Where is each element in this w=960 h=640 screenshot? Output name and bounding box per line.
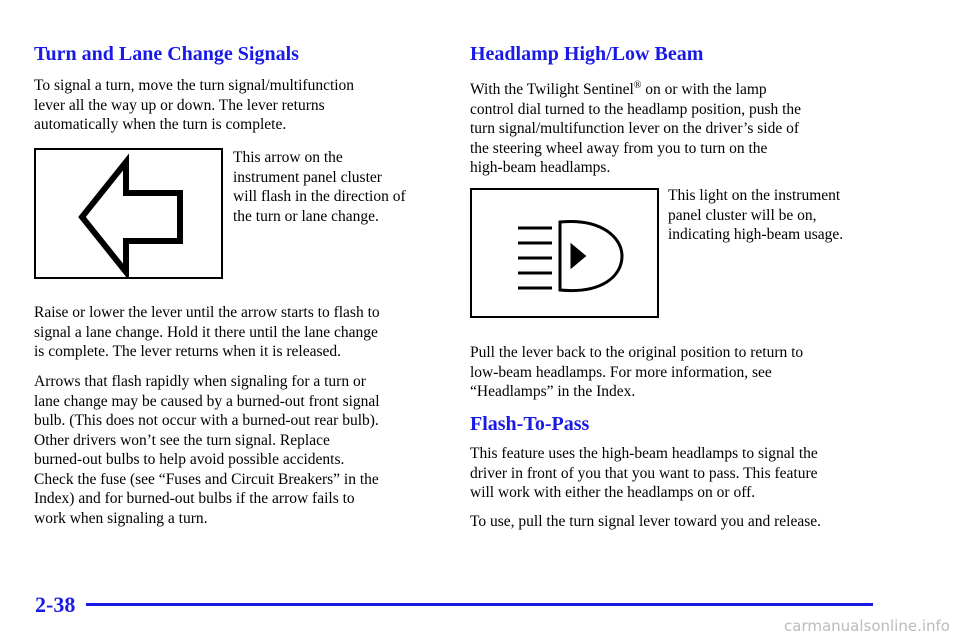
highbeam-icon (470, 188, 659, 318)
text-line: the turn or lane change. (233, 207, 379, 225)
text-line: With the Twilight Sentinel® on or with t… (470, 76, 801, 100)
paragraph: Pull the lever back to the original posi… (470, 343, 803, 402)
text-line: is complete. The lever returns when it i… (34, 343, 342, 360)
arrow-svg (78, 153, 183, 281)
text-line: will flash in the direction of (233, 188, 406, 205)
text: With the Twilight Sentinel (470, 81, 634, 99)
text-line: To signal a turn, move the turn signal/m… (34, 77, 355, 94)
text-line: low-beam headlamps. For more information… (470, 363, 772, 381)
heading: Flash-To-Pass (470, 413, 590, 435)
text-line: driver in front of you that you want to … (470, 464, 818, 482)
text-line: signal a lane change. Hold it there unti… (34, 323, 378, 341)
text: on or with the lamp (641, 81, 767, 99)
paragraph: This feature uses the high-beam headlamp… (470, 444, 818, 503)
watermark: carmanualsonline.info (784, 617, 950, 635)
text-line: bulb. (This does not occur with a burned… (34, 412, 379, 429)
text-line: panel cluster will be on, (668, 206, 817, 224)
text-line: will work with either the headlamps on o… (470, 484, 756, 501)
text-line: Arrows that flash rapidly when signaling… (34, 373, 366, 390)
text-line: This light on the instrument (668, 187, 841, 204)
text-line: Check the fuse (see “Fuses and Circuit B… (34, 470, 379, 488)
text-line: control dial turned to the headlamp posi… (470, 100, 802, 118)
caption: This arrow on the instrument panel cluste… (233, 148, 406, 226)
text-line: automatically when the turn is complete. (34, 116, 287, 133)
lines: control dial turned to the headlamp posi… (470, 100, 801, 178)
text-line: burned-out bulbs to help avoid possible … (34, 451, 345, 468)
text-line: To use, pull the turn signal lever towar… (470, 513, 822, 530)
text-line: indicating high-beam usage. (668, 226, 844, 243)
text-line: Raise or lower the lever until the arrow… (34, 304, 380, 321)
paragraph: Raise or lower the lever until the arrow… (34, 303, 380, 362)
text-line: Pull the lever back to the original posi… (470, 344, 804, 361)
text-line: the steering wheel away from you to turn… (470, 139, 768, 157)
text-line: lane change may be caused by a burned-ou… (34, 392, 380, 410)
registered-mark: ® (633, 80, 642, 91)
paragraph: To use, pull the turn signal lever towar… (470, 512, 821, 532)
text-line: This feature uses the high-beam headlamp… (470, 445, 818, 462)
text-line: “Headlamps” in the Index. (470, 383, 636, 400)
text-line: lever all the way up or down. The lever … (34, 96, 325, 114)
text-line: Index) and for burned-out bulbs if the a… (34, 490, 355, 507)
text-line: This arrow on the (233, 149, 343, 166)
page-number: 2-38 (35, 592, 76, 617)
text-line: high-beam headlamps. (470, 159, 611, 177)
heading: Headlamp High/Low Beam (470, 43, 704, 65)
footer-rule (86, 603, 873, 606)
arrow-icon (34, 148, 223, 281)
paragraph: With the Twilight Sentinel® on or with t… (470, 76, 801, 178)
caption: This light on the instrument panel cluste… (668, 186, 843, 245)
heading: Turn and Lane Change Signals (34, 43, 299, 65)
text-line: turn signal/multifunction lever on the d… (470, 120, 800, 138)
text-line: work when signaling a turn. (34, 509, 208, 527)
paragraph: Arrows that flash rapidly when signaling… (34, 372, 380, 528)
text-line: Other drivers won’t see the turn signal.… (34, 431, 330, 449)
text-line: instrument panel cluster (233, 168, 382, 186)
highbeam-svg (518, 219, 624, 293)
paragraph: To signal a turn, move the turn signal/m… (34, 76, 354, 135)
